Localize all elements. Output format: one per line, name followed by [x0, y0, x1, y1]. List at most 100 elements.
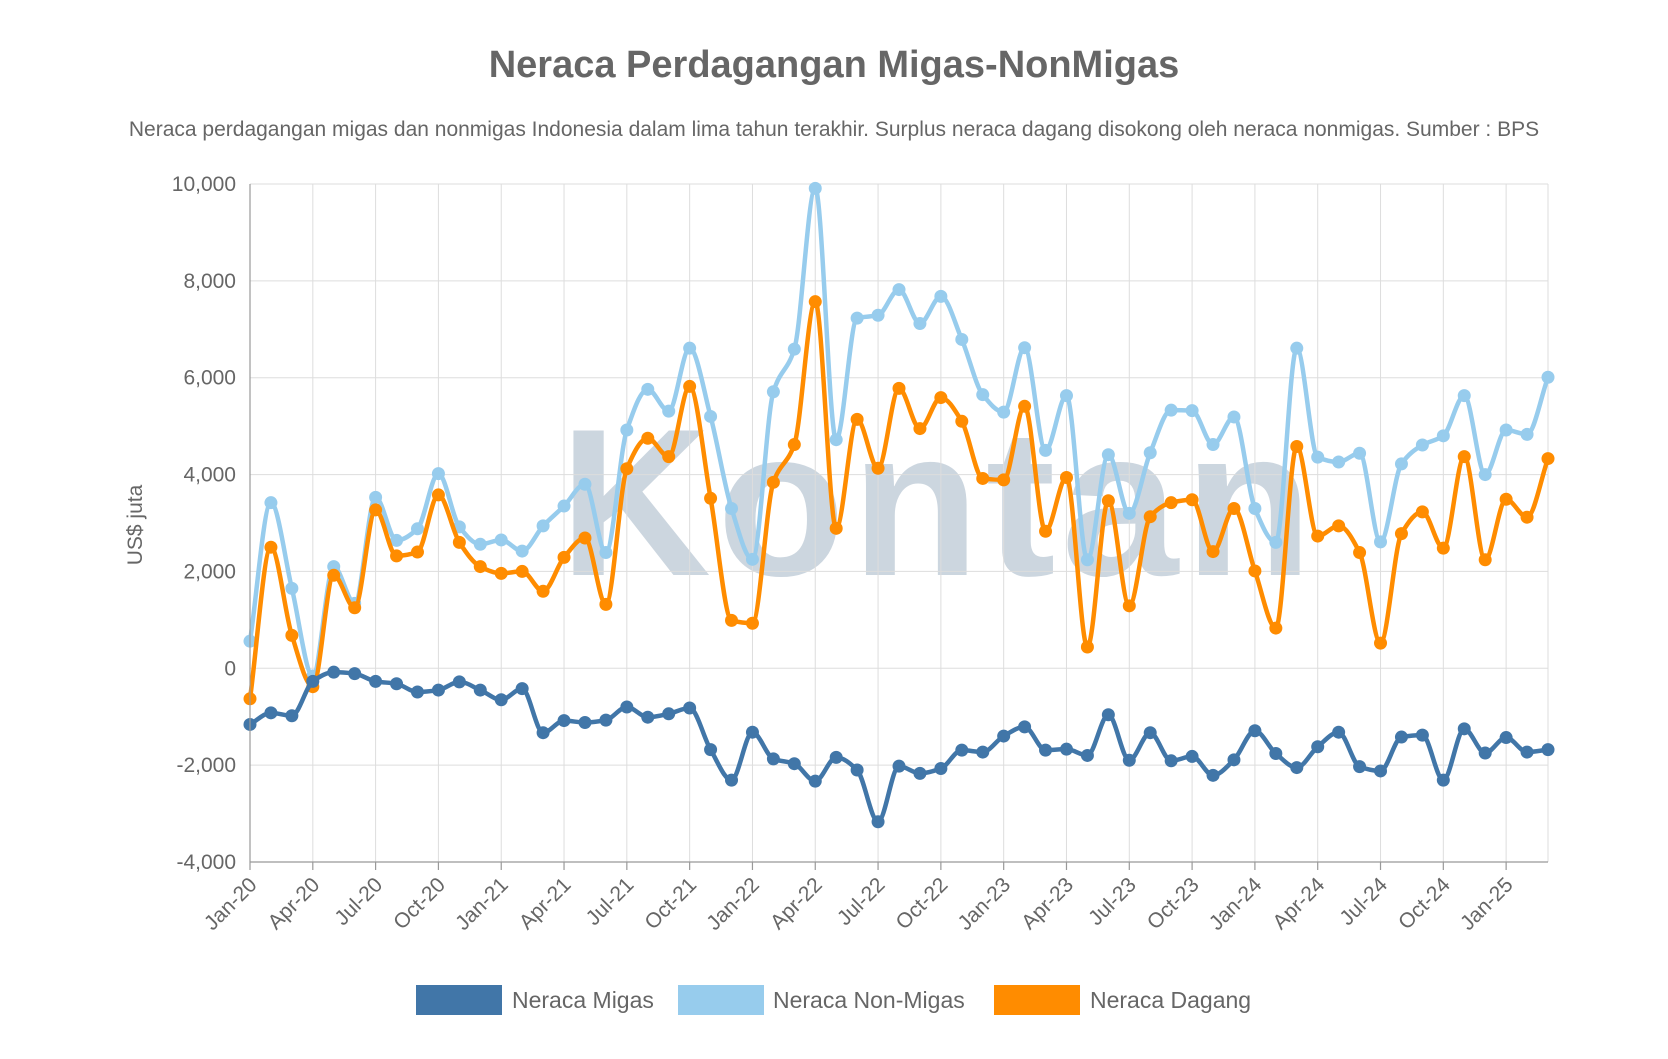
- data-point-neraca-dagang: [662, 450, 676, 464]
- chart-subtitle: Neraca perdagangan migas dan nonmigas In…: [128, 118, 1540, 141]
- data-point-neraca-dagang: [1101, 494, 1115, 508]
- x-tick-label: Jan-21: [451, 873, 513, 935]
- x-tick-label: Apr-20: [264, 873, 325, 934]
- data-point-neraca-dagang: [1394, 527, 1408, 541]
- data-point-neraca-non-migas: [494, 533, 508, 547]
- data-point-neraca-migas: [704, 743, 718, 757]
- data-point-neraca-dagang: [452, 535, 466, 549]
- data-point-neraca-migas: [369, 674, 383, 688]
- data-point-neraca-migas: [662, 707, 676, 721]
- data-point-neraca-dagang: [1269, 621, 1283, 635]
- data-point-neraca-dagang: [599, 597, 613, 611]
- data-point-neraca-dagang: [1039, 524, 1053, 538]
- data-point-neraca-non-migas: [955, 332, 969, 346]
- data-point-neraca-non-migas: [1541, 370, 1555, 384]
- data-point-neraca-non-migas: [829, 433, 843, 447]
- data-point-neraca-migas: [1248, 724, 1262, 738]
- series-line-neraca-migas: [247, 669, 1551, 825]
- data-point-neraca-non-migas: [787, 342, 801, 356]
- data-point-neraca-non-migas: [264, 496, 278, 510]
- data-point-neraca-migas: [1332, 725, 1346, 739]
- data-point-neraca-migas: [1101, 708, 1115, 722]
- data-point-neraca-migas: [1478, 746, 1492, 760]
- legend-item-neraca-dagang[interactable]: Neraca Dagang: [994, 985, 1251, 1015]
- data-point-neraca-dagang: [578, 531, 592, 545]
- legend-item-neraca-migas[interactable]: Neraca Migas: [416, 985, 654, 1015]
- data-point-neraca-dagang: [1541, 452, 1555, 466]
- data-point-neraca-dagang: [745, 616, 759, 630]
- data-point-neraca-migas: [327, 665, 341, 679]
- data-point-neraca-non-migas: [620, 423, 634, 437]
- data-point-neraca-migas: [955, 743, 969, 757]
- y-tick-label: 4,000: [183, 464, 236, 487]
- data-point-neraca-non-migas: [473, 537, 487, 551]
- data-point-neraca-non-migas: [369, 490, 383, 504]
- data-point-neraca-non-migas: [1059, 389, 1073, 403]
- data-point-neraca-dagang: [787, 438, 801, 452]
- legend[interactable]: Neraca Migas Neraca Non-Migas Neraca Dagan…: [416, 985, 1251, 1015]
- data-point-neraca-non-migas: [1290, 341, 1304, 355]
- data-point-neraca-non-migas: [1374, 535, 1388, 549]
- data-point-neraca-dagang: [808, 295, 822, 309]
- data-point-neraca-non-migas: [1248, 501, 1262, 515]
- data-point-neraca-migas: [473, 683, 487, 697]
- data-point-neraca-migas: [285, 709, 299, 723]
- x-tick-label: Oct-22: [892, 873, 953, 934]
- data-point-neraca-dagang: [997, 473, 1011, 487]
- data-point-neraca-non-migas: [913, 316, 927, 330]
- data-point-neraca-migas: [1164, 754, 1178, 768]
- data-point-neraca-dagang: [536, 584, 550, 598]
- data-point-neraca-non-migas: [1436, 429, 1450, 443]
- y-tick-label: -4,000: [176, 851, 236, 874]
- data-point-neraca-dagang: [641, 431, 655, 445]
- data-point-neraca-migas: [787, 757, 801, 771]
- data-point-neraca-migas: [913, 766, 927, 780]
- legend-label-neraca-non-migas: Neraca Non-Migas: [773, 987, 965, 1013]
- data-point-neraca-dagang: [1185, 493, 1199, 507]
- legend-swatch-neraca-migas: [416, 985, 502, 1015]
- data-point-neraca-migas: [452, 675, 466, 689]
- data-point-neraca-non-migas: [390, 533, 404, 547]
- data-point-neraca-non-migas: [1311, 450, 1325, 464]
- data-point-neraca-dagang: [285, 628, 299, 642]
- x-tick-label: Oct-21: [640, 873, 701, 934]
- data-point-neraca-dagang: [348, 601, 362, 615]
- data-point-neraca-dagang: [264, 540, 278, 554]
- x-tick-label: Jan-24: [1205, 873, 1267, 935]
- data-point-neraca-non-migas: [1269, 535, 1283, 549]
- data-point-neraca-dagang: [1520, 510, 1534, 524]
- data-point-neraca-dagang: [1457, 450, 1471, 464]
- data-point-neraca-migas: [1394, 730, 1408, 744]
- data-point-neraca-non-migas: [1122, 506, 1136, 520]
- data-point-neraca-migas: [976, 745, 990, 759]
- data-point-neraca-migas: [515, 682, 529, 696]
- data-point-neraca-dagang: [1353, 546, 1367, 560]
- data-point-neraca-dagang: [1164, 496, 1178, 510]
- data-point-neraca-dagang: [892, 381, 906, 395]
- data-point-neraca-non-migas: [766, 385, 780, 399]
- data-point-neraca-dagang: [431, 488, 445, 502]
- x-tick-label: Oct-24: [1394, 873, 1455, 934]
- y-tick-label: 10,000: [172, 173, 236, 196]
- legend-item-neraca-non-migas[interactable]: Neraca Non-Migas: [678, 985, 965, 1015]
- data-point-neraca-non-migas: [1101, 448, 1115, 462]
- y-tick-label: -2,000: [176, 754, 236, 777]
- data-point-neraca-non-migas: [976, 388, 990, 402]
- x-tick-label: Jul-24: [1335, 873, 1392, 930]
- data-point-neraca-non-migas: [662, 404, 676, 418]
- x-tick-label: Apr-21: [515, 873, 576, 934]
- x-tick-label: Apr-22: [766, 873, 827, 934]
- data-point-neraca-non-migas: [683, 341, 697, 355]
- chart-title: Neraca Perdagangan Migas-NonMigas: [488, 44, 1180, 86]
- data-point-neraca-migas: [1457, 722, 1471, 736]
- data-point-neraca-migas: [1290, 761, 1304, 775]
- data-point-neraca-migas: [599, 713, 613, 727]
- data-point-neraca-dagang: [1374, 636, 1388, 650]
- data-point-neraca-migas: [1415, 728, 1429, 742]
- series-area: [243, 181, 1555, 829]
- data-point-neraca-non-migas: [997, 405, 1011, 419]
- data-point-neraca-migas: [536, 726, 550, 740]
- data-point-neraca-dagang: [1436, 541, 1450, 555]
- legend-swatch-neraca-non-migas: [678, 985, 764, 1015]
